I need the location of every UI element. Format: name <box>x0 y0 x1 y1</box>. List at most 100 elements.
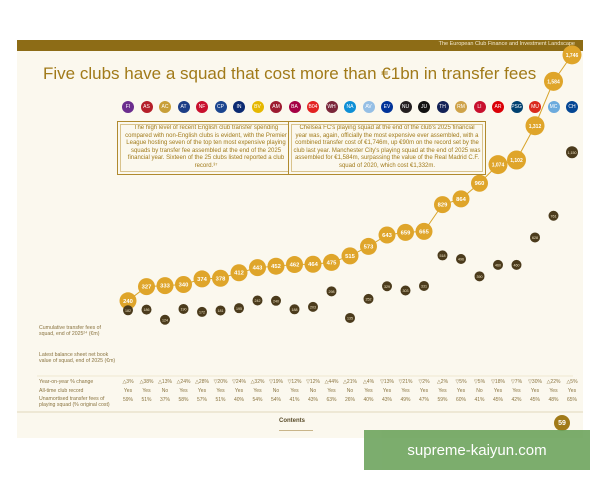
unamortised-cell: 37% <box>160 397 171 403</box>
club-crest-icon: NA <box>344 101 356 113</box>
club-crest-icon: LI <box>473 101 486 113</box>
yoy-change-cell: ▽12% <box>288 379 302 385</box>
club-crest-icon: AS <box>140 101 153 113</box>
yoy-change-cell: ▽7% <box>511 379 523 385</box>
cumulative-point <box>397 223 414 241</box>
club-record-cell: Yes <box>512 388 521 394</box>
book-value-label: 124 <box>162 318 168 322</box>
unamortised-cell: 41% <box>474 397 485 403</box>
cumulative-point <box>488 155 508 175</box>
cumulative-point <box>507 150 526 170</box>
book-value-label: 460 <box>514 263 520 267</box>
cumulative-point <box>452 190 470 208</box>
cumulative-point <box>119 292 137 310</box>
unamortised-cell: 59% <box>437 397 448 403</box>
book-value-label: 518 <box>440 254 446 258</box>
cumulative-point <box>249 259 266 277</box>
cumulative-value-label: 340 <box>179 282 189 288</box>
club-record-cell: Yes <box>494 388 503 394</box>
watermark: supreme-kaiyun.com <box>364 430 590 470</box>
club-record-cell: Yes <box>438 388 447 394</box>
cumulative-value-label: 1,102 <box>510 158 523 164</box>
page-number: 59 <box>554 415 570 431</box>
yoy-change-cell: △3% <box>122 379 134 385</box>
book-value-label: 242 <box>255 299 261 303</box>
book-value-point <box>530 232 540 243</box>
club-record-cell: Yes <box>253 388 262 394</box>
club-record-cell: Yes <box>216 388 225 394</box>
book-value-point <box>382 281 392 292</box>
club-crest-icon: MU <box>529 101 541 113</box>
page-title: Five clubs have a squad that cost more t… <box>43 64 537 83</box>
yoy-change-cell: △5% <box>566 379 578 385</box>
yoy-change-cell: ▽5% <box>474 379 486 385</box>
unamortised-cell: 42% <box>511 397 522 403</box>
unamortised-cell: 47% <box>419 397 430 403</box>
book-value-point <box>123 305 133 316</box>
cumulative-value-label: 412 <box>234 271 244 277</box>
yoy-change-cell: △21% <box>343 379 357 385</box>
unamortised-cell: 49% <box>400 397 411 403</box>
book-value-label: 390 <box>477 275 483 279</box>
unamortised-cell: 48% <box>548 397 559 403</box>
yoy-change-cell: ▽21% <box>399 379 413 385</box>
cumulative-value-label: 829 <box>438 203 448 209</box>
club-record-cell: Yes <box>401 388 410 394</box>
cumulative-value-label: 643 <box>382 233 392 239</box>
club-crest-icon: EV <box>381 101 393 113</box>
book-value-point <box>548 210 559 221</box>
book-value-point <box>234 303 244 314</box>
cumulative-point <box>323 253 340 271</box>
yoy-change-cell: △28% <box>195 379 209 385</box>
cumulative-value-label: 475 <box>327 260 337 266</box>
club-record-cell: Yes <box>327 388 336 394</box>
book-value-point <box>141 304 152 315</box>
callout-english-spending: The high level of recent English club tr… <box>117 121 295 175</box>
cumulative-value-label: 240 <box>123 299 133 305</box>
cumulative-value-label: 1,074 <box>492 163 505 169</box>
book-value-label: 188 <box>292 308 298 312</box>
book-value-label: 172 <box>199 311 205 315</box>
cumulative-value-label: 443 <box>253 266 263 272</box>
cumulative-point <box>434 196 451 214</box>
club-crest-icon: AR <box>492 101 504 113</box>
cumulative-point <box>525 116 545 136</box>
contents-underline <box>279 430 313 431</box>
record-row-label: All-time club record <box>39 388 84 394</box>
yoy-row-label: Year-on-year % change <box>39 379 94 385</box>
report-page: The European Club Finance and Investment… <box>17 40 583 438</box>
contents-link[interactable]: Contents <box>279 418 305 424</box>
cumulative-value-label: 1,746 <box>566 53 579 59</box>
club-record-cell: Yes <box>383 388 392 394</box>
book-value-label: 1,150 <box>568 151 577 155</box>
cumulative-value-label: 378 <box>216 276 226 282</box>
book-value-label: 190 <box>181 308 187 312</box>
book-value-point <box>289 304 300 315</box>
book-value-label: 252 <box>366 297 372 301</box>
yoy-change-cell: ▽30% <box>528 379 542 385</box>
unamortised-cell: 54% <box>271 397 282 403</box>
yoy-change-cell: △2% <box>437 379 449 385</box>
club-crest-icon: AC <box>159 101 171 113</box>
book-value-point <box>326 286 337 297</box>
book-value-point <box>400 285 411 296</box>
club-crest-icon: AV <box>362 101 375 113</box>
cumulative-point <box>415 222 433 240</box>
club-crest-icon: AM <box>270 101 282 113</box>
book-value-point <box>197 306 207 317</box>
club-record-cell: Yes <box>457 388 466 394</box>
yoy-change-cell: △22% <box>547 379 561 385</box>
club-record-cell: No <box>347 388 354 394</box>
cumulative-value-label: 462 <box>290 263 300 269</box>
book-value-label: 182 <box>125 309 131 313</box>
cumulative-point <box>138 278 155 296</box>
book-value-label: 303 <box>403 289 409 293</box>
club-record-cell: Yes <box>142 388 151 394</box>
club-crest-icon: TH <box>436 101 449 113</box>
cumulative-point <box>360 237 377 255</box>
yoy-change-cell: ▽19% <box>269 379 283 385</box>
book-value-label: 135 <box>347 317 353 321</box>
club-record-cell: Yes <box>198 388 207 394</box>
yoy-change-cell: △38% <box>140 379 154 385</box>
cumulative-point <box>156 277 174 295</box>
